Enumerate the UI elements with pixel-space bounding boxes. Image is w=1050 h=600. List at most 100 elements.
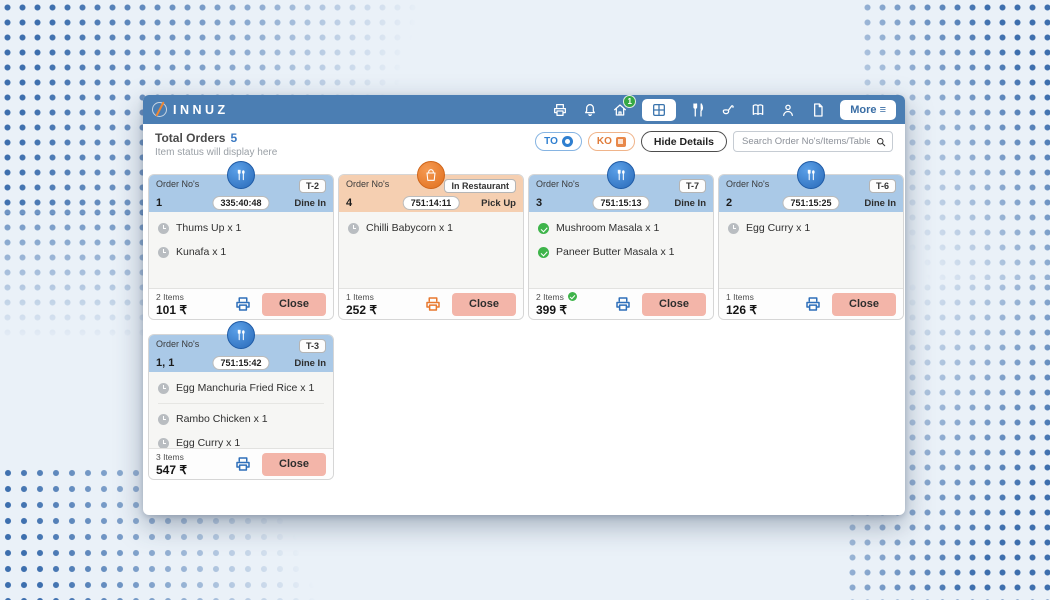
filter-controls: TO KO Hide Details — [535, 131, 893, 152]
items-count: 1 Items — [726, 291, 754, 302]
close-button[interactable]: Close — [262, 452, 326, 476]
order-card-footer: 2 Items 399 ₹ Close — [529, 288, 713, 319]
order-card-footer: 3 Items 547 ₹ Close — [149, 448, 333, 479]
order-total: 126 ₹ — [726, 302, 757, 317]
item-name: Paneer Butter Masala x 1 — [556, 246, 675, 258]
app-nav-icons: 1 — [552, 94, 896, 121]
order-items-list: Chilli Babycorn x 1 — [339, 212, 523, 288]
reports-nav-button[interactable] — [810, 102, 826, 118]
items-count: 2 Items — [536, 292, 614, 302]
order-card[interactable]: Order No's 4 751:14:11 In Restaurant Pic… — [338, 161, 524, 320]
order-timer: 335:40:48 — [212, 196, 270, 210]
search-box — [733, 131, 893, 152]
logo-text: INNUZ — [173, 102, 229, 117]
item-name: Rambo Chicken x 1 — [176, 413, 268, 425]
user-icon — [780, 102, 796, 118]
order-type: Dine In — [294, 198, 326, 209]
item-name: Egg Curry x 1 — [176, 437, 241, 448]
ko-filter-button[interactable]: KO — [587, 132, 635, 151]
search-icon[interactable] — [875, 135, 887, 147]
order-number: 1 — [156, 197, 163, 209]
close-button[interactable]: Close — [452, 292, 516, 316]
close-button[interactable]: Close — [262, 292, 326, 316]
order-item: Chilli Babycorn x 1 — [348, 222, 514, 234]
close-button[interactable]: Close — [832, 292, 896, 316]
order-card[interactable]: Order No's 1 335:40:48 T-2 Dine In Thums… — [148, 161, 334, 320]
order-label: Order No's — [156, 179, 200, 189]
grid-icon — [651, 102, 667, 118]
app-logo: INNUZ — [152, 102, 229, 117]
print-button[interactable] — [234, 295, 252, 313]
service-nav-button[interactable] — [720, 102, 736, 118]
print-button[interactable] — [614, 295, 632, 313]
ko-filter-label: KO — [596, 136, 612, 147]
table-badge: T-2 — [298, 179, 326, 193]
item-name: Mushroom Masala x 1 — [556, 222, 660, 234]
restaurant-icon — [690, 102, 706, 118]
order-item: Paneer Butter Masala x 1 — [538, 246, 704, 258]
search-input[interactable] — [733, 131, 893, 152]
order-total: 547 ₹ — [156, 462, 187, 477]
dine-in-icon — [607, 161, 635, 189]
all-done-icon — [567, 292, 577, 301]
dine-in-icon — [797, 161, 825, 189]
order-items-list: Egg Curry x 1 — [719, 212, 903, 288]
print-nav-button[interactable] — [552, 102, 568, 118]
order-item: Mushroom Masala x 1 — [538, 222, 704, 234]
notifications-button[interactable] — [582, 102, 598, 118]
dine-in-icon — [227, 161, 255, 189]
order-timer: 751:14:11 — [402, 196, 460, 210]
menu-book-nav-button[interactable] — [750, 102, 766, 118]
order-item: Thums Up x 1 — [158, 222, 324, 234]
bell-icon — [582, 102, 598, 118]
toolbar-row: Total Orders 5 Item status will display h… — [143, 124, 905, 162]
order-type: Dine In — [294, 358, 326, 369]
order-item: Egg Manchuria Fried Rice x 1 — [158, 382, 324, 404]
service-icon — [720, 102, 736, 118]
pending-icon — [158, 413, 169, 425]
close-button[interactable]: Close — [642, 292, 706, 316]
print-button[interactable] — [424, 295, 442, 313]
items-count: 3 Items — [156, 451, 184, 462]
order-item: Kunafa x 1 — [158, 246, 324, 258]
order-type: Pick Up — [481, 198, 516, 209]
order-number: 2 — [726, 197, 733, 209]
order-item: Egg Curry x 1 — [158, 437, 324, 448]
table-view-button-active[interactable] — [642, 98, 677, 121]
more-button[interactable]: More ≡ — [840, 99, 896, 120]
print-button[interactable] — [804, 295, 822, 313]
order-card[interactable]: Order No's 2 751:15:25 T-6 Dine In Egg C… — [718, 161, 904, 320]
order-timer: 751:15:13 — [592, 196, 650, 210]
item-name: Thums Up x 1 — [176, 222, 242, 234]
restaurant-nav-button[interactable] — [690, 102, 706, 118]
order-label: Order No's — [536, 179, 580, 189]
to-filter-icon — [561, 136, 573, 147]
pick-up-icon — [417, 161, 445, 189]
pending-icon — [158, 382, 169, 394]
order-number: 4 — [346, 197, 353, 209]
hide-details-button[interactable]: Hide Details — [640, 131, 727, 152]
order-label: Order No's — [726, 179, 770, 189]
items-count: 1 Items — [346, 291, 374, 302]
order-card[interactable]: Order No's 1, 1 751:15:42 T-3 Dine In Eg… — [148, 321, 334, 480]
order-card[interactable]: Order No's 3 751:15:13 T-7 Dine In Mushr… — [528, 161, 714, 320]
items-count-text: 2 Items — [536, 291, 564, 302]
orders-grid: Order No's 1 335:40:48 T-2 Dine In Thums… — [148, 161, 905, 480]
table-badge: T-6 — [868, 179, 896, 193]
to-filter-button[interactable]: TO — [535, 132, 582, 151]
app-header-bar: INNUZ 1 — [143, 94, 905, 124]
items-count: 2 Items — [156, 291, 184, 302]
order-number: 3 — [536, 197, 543, 209]
order-card-footer: 2 Items 101 ₹ Close — [149, 288, 333, 319]
dine-in-icon — [227, 321, 255, 349]
print-button[interactable] — [234, 455, 252, 473]
home-nav-button[interactable]: 1 — [612, 94, 637, 118]
pending-icon — [158, 246, 169, 258]
pending-icon — [348, 222, 359, 234]
orders-summary: Total Orders 5 Item status will display h… — [155, 131, 277, 158]
table-badge: T-7 — [678, 179, 706, 193]
order-total: 399 ₹ — [536, 302, 567, 317]
users-nav-button[interactable] — [780, 102, 796, 118]
item-name: Kunafa x 1 — [176, 246, 227, 258]
total-orders-label: Total Orders 5 — [155, 131, 277, 145]
